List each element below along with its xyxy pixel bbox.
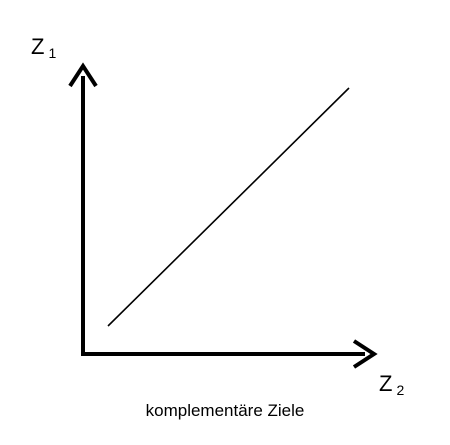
y-axis-arrowhead [68, 62, 98, 88]
x-axis-arrowhead [352, 339, 378, 369]
y-axis-label-letter: Z [31, 34, 45, 59]
diagram-caption: komplementäre Ziele [145, 401, 305, 420]
y-axis-label-subscript: 1 [48, 45, 57, 61]
x-axis-label-subscript: 2 [396, 382, 405, 398]
x-axis-label-letter: Z [379, 371, 393, 396]
relationship-line [107, 87, 350, 327]
